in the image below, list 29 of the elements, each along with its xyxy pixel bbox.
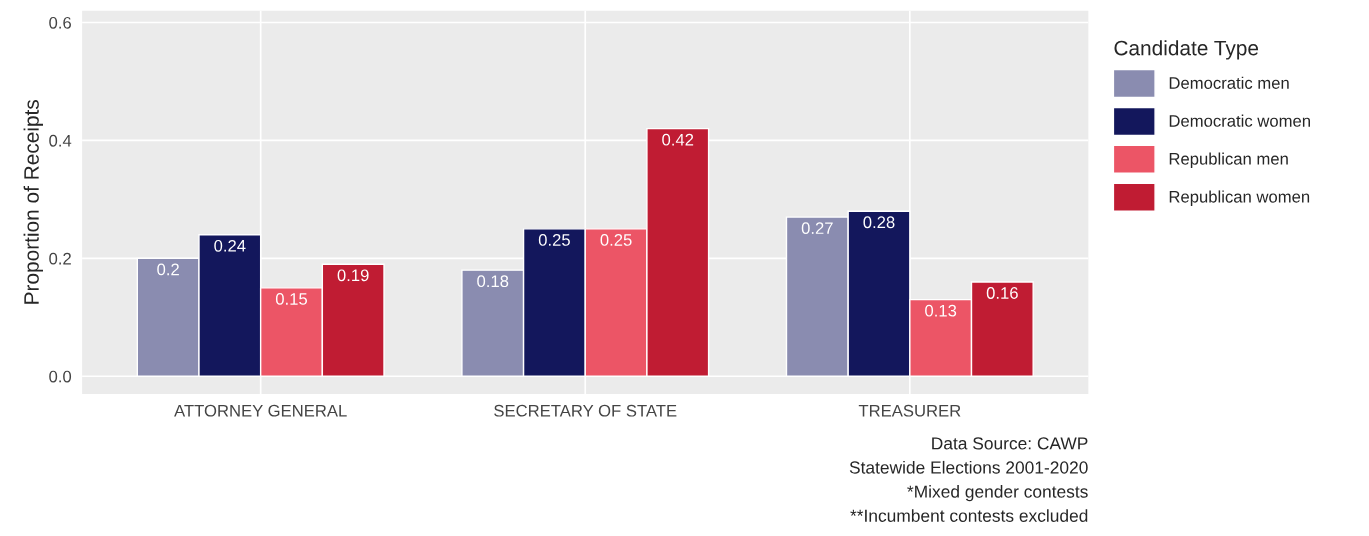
x-tick-label: ATTORNEY GENERAL: [174, 404, 347, 417]
data-label: 0.28: [863, 216, 895, 229]
legend-label: Republican women: [1169, 190, 1310, 206]
data-label: 0.24: [214, 239, 246, 252]
legend-label: Republican men: [1169, 152, 1288, 169]
y-tick-label: 0.4: [49, 134, 72, 147]
data-label: 0.25: [600, 234, 632, 246]
text: Statewide Elections 2001-2020: [849, 460, 1088, 474]
data-label: 0.2: [157, 263, 179, 276]
data-label: 0.16: [986, 287, 1018, 299]
y-tick-label: 0.6: [49, 16, 71, 29]
text: *Mixed gender contests: [907, 485, 1088, 502]
legend-label: Democratic women: [1169, 114, 1310, 127]
data-label: 0.18: [477, 275, 509, 288]
data-label: 0.13: [925, 304, 957, 317]
y-tick-label: 0.2: [49, 252, 71, 265]
x-tick-label: SECRETARY OF STATE: [494, 404, 677, 417]
y-axis-title: Proportion of Receipts: [23, 100, 43, 304]
data-label: 0.27: [801, 222, 833, 235]
y-tick-label: 0.0: [49, 370, 72, 383]
x-tick-label: TREASURER: [858, 404, 961, 417]
data-label: 0.25: [538, 234, 570, 246]
legend-title: Candidate Type: [1114, 40, 1259, 60]
text: **Incumbent contests excluded: [850, 509, 1088, 522]
legend-label: Democratic men: [1169, 76, 1289, 89]
data-label: 0.19: [337, 269, 369, 282]
data-label: 0.15: [275, 292, 308, 305]
data-label: 0.42: [662, 133, 694, 146]
source-note: Data Source: CAWP: [932, 437, 1088, 450]
